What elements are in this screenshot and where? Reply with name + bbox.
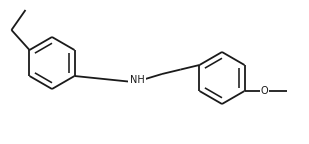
Text: O: O [261,86,268,96]
Text: NH: NH [129,75,144,85]
